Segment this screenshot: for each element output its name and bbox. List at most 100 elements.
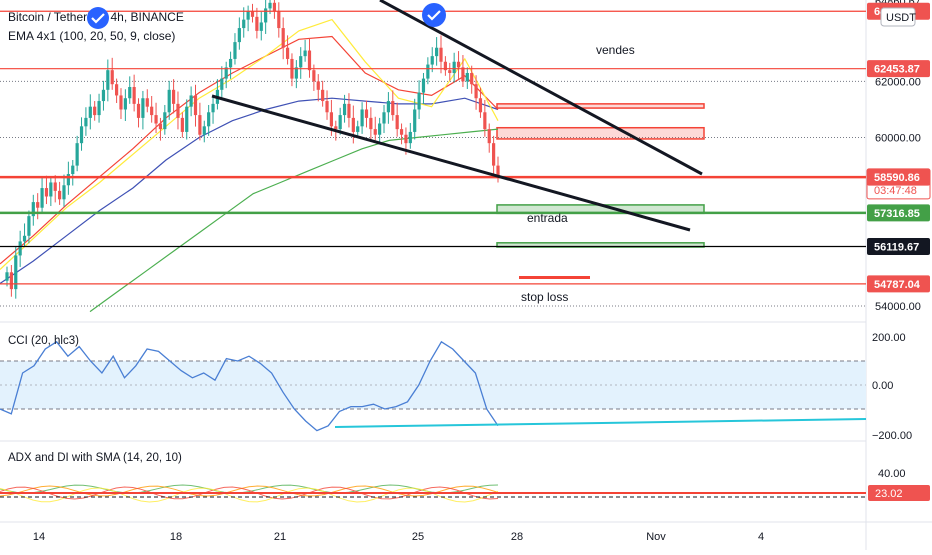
- price-badge-1: [867, 60, 930, 78]
- candle-body: [228, 58, 233, 68]
- price-badge-4: [867, 204, 930, 222]
- candle-body: [347, 103, 351, 118]
- candle-body: [329, 112, 334, 127]
- candle-body: [470, 72, 474, 85]
- candle-body: [338, 115, 342, 130]
- price-tick-0: 54000.00: [875, 301, 921, 313]
- candle-body: [27, 216, 31, 236]
- candle-body: [189, 95, 193, 107]
- adx-badge-label: 23.02: [875, 488, 903, 500]
- candle-body: [364, 109, 369, 118]
- candle-body: [93, 106, 97, 116]
- candle-body: [356, 126, 360, 132]
- candle-body: [299, 56, 303, 68]
- candle-body: [483, 112, 487, 130]
- candle-body: [478, 98, 483, 113]
- candle-body: [75, 143, 79, 166]
- candle-body: [49, 182, 53, 197]
- candle-body: [207, 112, 211, 127]
- candle-body: [79, 126, 84, 144]
- candle-body: [321, 89, 325, 102]
- upper-trendline[interactable]: [379, 0, 703, 176]
- candle-body: [351, 117, 355, 132]
- candle-body: [220, 78, 224, 90]
- candle-body: [325, 101, 329, 113]
- candle-body: [66, 174, 70, 186]
- candle-body: [285, 47, 290, 59]
- price-tick-1: 60000.00: [875, 133, 921, 145]
- candle-body: [141, 98, 145, 118]
- candle-body: [303, 50, 307, 57]
- entrada-label: entrada: [527, 211, 568, 225]
- time-label-1: 18: [170, 531, 182, 543]
- candle-body: [378, 123, 382, 135]
- candle-body: [268, 2, 272, 9]
- time-label-4: 28: [511, 531, 523, 543]
- candle-body: [193, 95, 198, 116]
- candle-body: [18, 241, 22, 256]
- candle-body: [399, 129, 404, 135]
- cci-tick-0: 200.00: [872, 332, 906, 344]
- candle-body: [167, 89, 171, 113]
- candle-body: [255, 16, 259, 31]
- candle-body: [71, 165, 75, 175]
- candle-body: [224, 67, 228, 79]
- candle-body: [342, 103, 347, 116]
- candle-body: [443, 61, 447, 71]
- candle-body: [312, 70, 316, 82]
- time-axis[interactable]: 14 18 21 25 28 Nov 4: [33, 531, 764, 543]
- currency-button[interactable]: [880, 7, 916, 27]
- candle-body: [316, 81, 320, 90]
- candle-body: [158, 123, 163, 130]
- candle-body: [408, 131, 412, 144]
- candle-body: [294, 67, 298, 79]
- candle-body: [171, 89, 176, 104]
- time-label-3: 25: [412, 531, 424, 543]
- price-badge-label-4: 57316.85: [874, 208, 920, 220]
- candle-body: [53, 182, 57, 191]
- candle-body: [176, 103, 180, 118]
- price-badge-6: [867, 275, 930, 293]
- lower-trendline[interactable]: [211, 94, 691, 232]
- candle-body: [123, 98, 127, 110]
- candle-body: [360, 109, 364, 127]
- candle-body: [448, 70, 452, 73]
- candle-body: [272, 2, 277, 12]
- candle-body: [136, 103, 141, 118]
- candle-body: [185, 106, 189, 132]
- cci-line: [0, 340, 499, 432]
- candle-body: [119, 95, 123, 110]
- candle-body: [413, 109, 417, 132]
- time-label-0: 14: [33, 531, 45, 543]
- price-badge-3: [867, 168, 930, 186]
- candle-body: [237, 28, 241, 43]
- cci-support-line[interactable]: [334, 418, 867, 428]
- candle-body: [44, 188, 49, 197]
- cci-axis: 200.00 0.00 −200.00: [872, 332, 912, 442]
- candle-body: [465, 72, 469, 82]
- candle-body: [88, 106, 92, 118]
- check-badge-icon: [87, 7, 109, 29]
- candle-body: [145, 98, 149, 107]
- candle-body: [307, 50, 312, 71]
- vendes-label: vendes: [596, 43, 635, 57]
- candle-body: [110, 70, 114, 85]
- candle-body: [250, 11, 255, 17]
- price-badge-label-5: 56119.67: [874, 241, 919, 253]
- candle-body: [417, 92, 421, 110]
- price-badge-label-6: 54787.04: [874, 279, 921, 291]
- cci-label: CCI (20, hlc3): [8, 335, 79, 347]
- stop-loss-label: stop loss: [521, 290, 568, 304]
- candle-body: [281, 28, 285, 48]
- candle-body: [101, 89, 106, 102]
- time-label-5: Nov: [646, 531, 666, 543]
- price-badge-5: [867, 237, 930, 255]
- zone-1: [496, 126, 705, 140]
- candle-body: [36, 202, 40, 208]
- candle-body: [242, 19, 246, 29]
- candle-body: [246, 11, 250, 20]
- candle-body: [277, 11, 281, 29]
